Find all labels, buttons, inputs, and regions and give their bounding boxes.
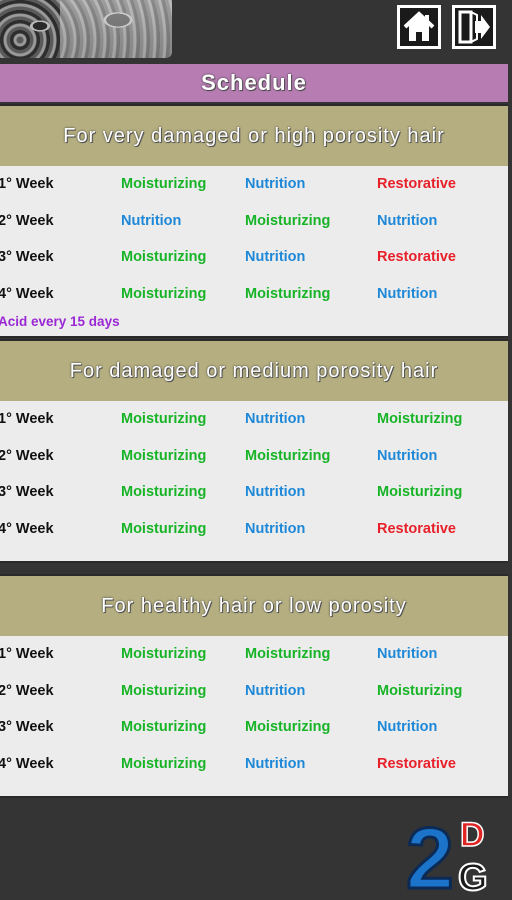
week-label: 2° Week [0,447,54,464]
treatment-cell: Moisturizing [121,682,207,699]
week-label: 4° Week [0,520,54,537]
app-header [0,0,512,62]
treatment-cell: Moisturizing [245,719,331,735]
treatment-cell: Moisturizing [377,682,463,699]
treatment-cell: Moisturizing [377,411,463,427]
table-row: 4° Week Moisturizing Nutrition Restorati… [0,746,508,796]
table-row: 1° Week Moisturizing Moisturizing Nutrit… [0,636,508,673]
week-label: 4° Week [0,755,54,772]
treatment-cell: Nutrition [245,520,306,537]
logo-letter-2: 2 [406,812,454,894]
treatment-cell: Moisturizing [121,176,207,192]
treatment-cell: Nutrition [121,212,182,229]
treatment-cell: Moisturizing [245,212,331,229]
treatment-cell: Moisturizing [121,411,207,427]
section-heading: For healthy hair or low porosity [0,574,508,636]
week-label: 4° Week [0,285,54,302]
treatment-cell: Moisturizing [121,646,207,662]
week-label: 2° Week [0,682,54,699]
week-label: 1° Week [0,176,54,192]
acid-note-text: Acid every 15 days [0,314,120,329]
logo-letter-d: D [460,816,485,854]
treatment-cell: Restorative [377,176,456,192]
treatment-cell: Restorative [377,520,456,537]
treatment-cell: Moisturizing [377,484,463,500]
schedule-title: Schedule [0,64,508,102]
treatment-cell: Moisturizing [245,646,331,662]
table-row: 4° Week Moisturizing Nutrition Restorati… [0,511,508,561]
table-row: 1° Week Moisturizing Nutrition Moisturiz… [0,401,508,438]
treatment-cell: Moisturizing [245,285,331,302]
week-label: 1° Week [0,646,54,662]
exit-icon [458,10,490,44]
week-label: 1° Week [0,411,54,427]
treatment-cell: Moisturizing [121,520,207,537]
treatment-cell: Nutrition [377,212,438,229]
brand-logo: 2 D G [405,812,489,894]
schedule-section-damaged: For damaged or medium porosity hair 1° W… [0,339,508,563]
treatment-cell: Moisturizing [121,719,207,735]
week-label: 3° Week [0,719,54,735]
table-row: 1° Week Moisturizing Nutrition Restorati… [0,166,508,203]
table-row: 2° Week Moisturizing Moisturizing Nutrit… [0,438,508,475]
treatment-cell: Moisturizing [121,249,207,265]
treatment-cell: Nutrition [245,484,306,500]
logo-letter-g: G [458,857,488,894]
treatment-cell: Nutrition [245,755,306,772]
treatment-cell: Moisturizing [121,285,207,302]
treatment-cell: Nutrition [245,682,306,699]
treatment-cell: Moisturizing [121,447,207,464]
exit-button[interactable] [452,5,496,49]
table-row: 3° Week Moisturizing Nutrition Restorati… [0,239,508,276]
table-row: 2° Week Nutrition Moisturizing Nutrition [0,203,508,240]
section-heading: For very damaged or high porosity hair [0,104,508,166]
table-row: 3° Week Moisturizing Moisturizing Nutrit… [0,709,508,746]
table-row: 4° Week Moisturizing Moisturizing Nutrit… [0,276,508,313]
treatment-cell: Nutrition [377,719,438,735]
treatment-cell: Moisturizing [245,447,331,464]
treatment-cell: Moisturizing [121,755,207,772]
section-heading: For damaged or medium porosity hair [0,339,508,401]
table-row: 3° Week Moisturizing Nutrition Moisturiz… [0,474,508,511]
acid-note: Acid every 15 days [0,312,508,336]
week-label: 3° Week [0,249,54,265]
home-button[interactable] [397,5,441,49]
home-icon [403,11,435,41]
treatment-cell: Nutrition [245,249,306,265]
week-label: 3° Week [0,484,54,500]
treatment-cell: Nutrition [245,176,306,192]
schedule-section-very-damaged: For very damaged or high porosity hair 1… [0,104,508,338]
table-row: 2° Week Moisturizing Nutrition Moisturiz… [0,673,508,710]
treatment-cell: Nutrition [377,285,438,302]
schedule-section-healthy: For healthy hair or low porosity 1° Week… [0,574,508,798]
treatment-cell: Restorative [377,249,456,265]
treatment-cell: Nutrition [377,646,438,662]
hair-illustration [0,0,172,58]
week-label: 2° Week [0,212,54,229]
treatment-cell: Nutrition [245,411,306,427]
treatment-cell: Nutrition [377,447,438,464]
treatment-cell: Restorative [377,755,456,772]
treatment-cell: Moisturizing [121,484,207,500]
